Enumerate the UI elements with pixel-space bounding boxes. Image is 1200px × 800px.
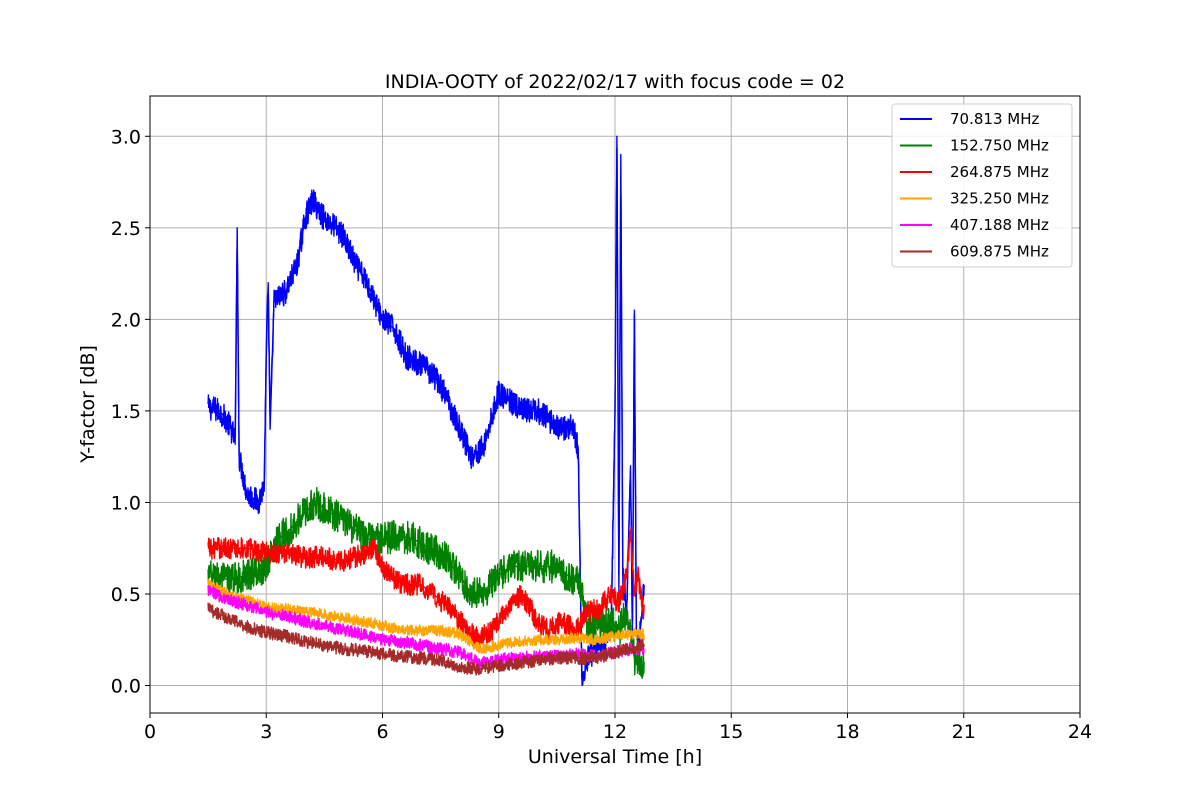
axis-ticks: 0 3 6 9 12 15 18 21 24 0.0 0.5 1.0 1.5 2.0 2.5 3.0	[111, 126, 1092, 743]
x-tick-label: 3	[260, 721, 272, 743]
y-tick-label: 3.0	[111, 126, 141, 148]
legend-label: 152.750 MHz	[950, 137, 1049, 155]
legend-box	[891, 103, 1073, 268]
y-tick-label: 1.0	[111, 492, 141, 514]
plot-series	[207, 135, 645, 687]
chart-title: INDIA-OOTY of 2022/02/17 with focus code…	[385, 71, 845, 93]
x-tick-label: 12	[603, 721, 627, 743]
x-tick-label: 9	[493, 721, 505, 743]
legend: 70.813 MHz 152.750 MHz 264.875 MHz 325.250 …	[891, 103, 1073, 268]
legend-label: 264.875 MHz	[950, 163, 1049, 181]
y-tick-label: 1.5	[111, 401, 141, 423]
legend-label: 407.188 MHz	[950, 216, 1049, 234]
series-anchor-line	[207, 607, 645, 670]
x-axis-label: Universal Time [h]	[528, 746, 702, 768]
x-tick-label: 24	[1068, 721, 1092, 743]
series-line	[207, 602, 645, 676]
y-tick-label: 0.5	[111, 584, 141, 606]
x-tick-label: 21	[952, 721, 976, 743]
legend-label: 325.250 MHz	[950, 190, 1049, 208]
x-tick-label: 6	[376, 721, 388, 743]
series-line	[207, 147, 645, 686]
series-anchor-line	[207, 582, 645, 650]
y-tick-label: 0.0	[111, 676, 141, 698]
series-line	[207, 578, 645, 654]
y-axis-label: Y-factor [dB]	[77, 345, 99, 464]
x-tick-label: 18	[835, 721, 859, 743]
y-tick-label: 2.0	[111, 309, 141, 331]
series-anchor-line	[207, 135, 645, 687]
series-anchor-line	[207, 501, 645, 668]
series-line	[207, 486, 645, 679]
x-tick-label: 0	[144, 721, 156, 743]
legend-label: 70.813 MHz	[950, 110, 1039, 128]
legend-label: 609.875 MHz	[950, 243, 1049, 261]
y-tick-label: 2.5	[111, 218, 141, 240]
x-tick-label: 15	[719, 721, 743, 743]
series-anchor-line	[208, 529, 645, 641]
series-anchor-line	[207, 589, 645, 665]
